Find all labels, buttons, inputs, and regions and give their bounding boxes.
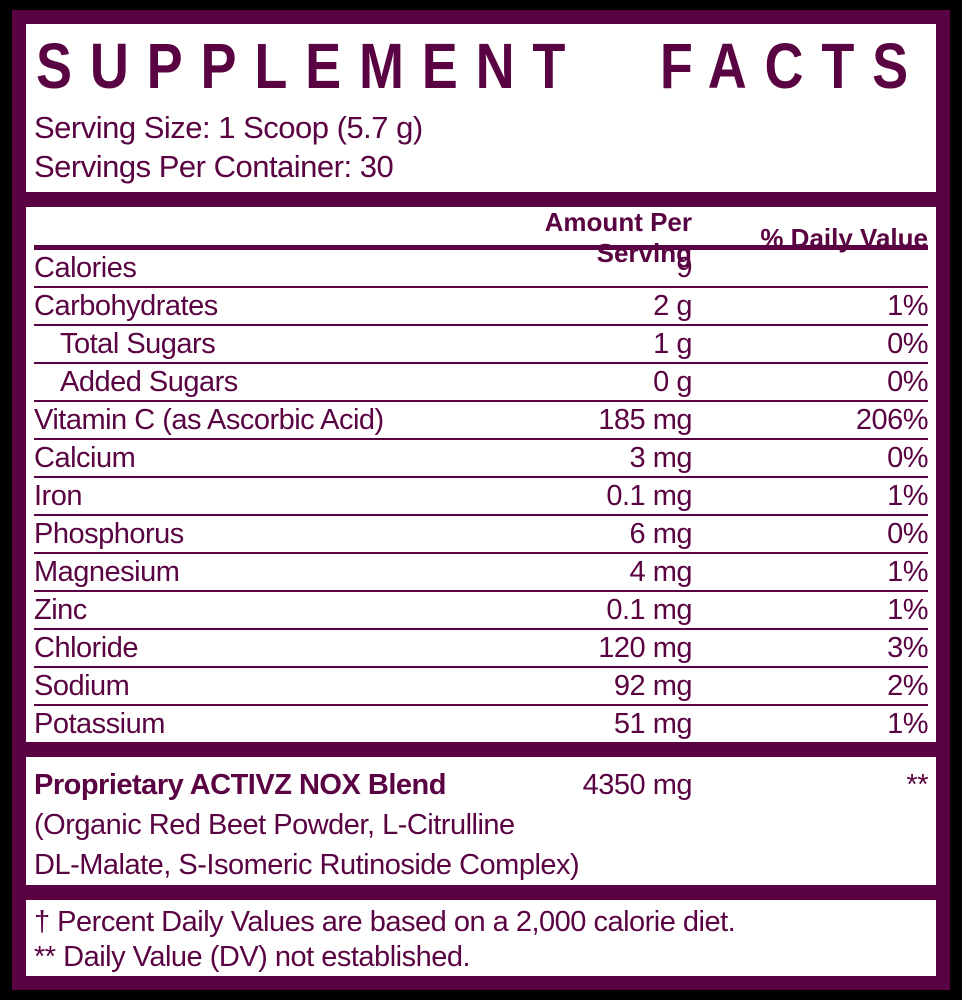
nutrient-daily-value: 1% [887, 707, 928, 740]
nutrient-name: Phosphorus [34, 517, 184, 550]
nutrient-daily-value: 1% [887, 289, 928, 322]
supplement-facts-label: SUPPLEMENT FACTS Serving Size: 1 Scoop (… [12, 10, 950, 990]
nutrient-name: Added Sugars [60, 365, 238, 398]
nutrient-daily-value: 0% [887, 441, 928, 474]
nutrient-name: Zinc [34, 593, 87, 626]
nutrient-daily-value: 0% [887, 327, 928, 360]
nutrient-name: Iron [34, 479, 82, 512]
nutrient-amount: 0.1 mg [606, 593, 692, 626]
nutrient-daily-value: 1% [887, 479, 928, 512]
table-row-vitamin-c: Vitamin C (as Ascorbic Acid) 185 mg 206% [34, 400, 929, 438]
proprietary-blend-section: Proprietary ACTIVZ NOX Blend 4350 mg ** … [26, 757, 936, 885]
nutrient-daily-value: 0% [887, 365, 928, 398]
blend-amount: 4350 mg [582, 769, 693, 801]
nutrient-amount: 0.1 mg [606, 479, 692, 512]
nutrient-amount: 2 g [653, 289, 692, 322]
nutrient-amount: 92 mg [613, 669, 693, 702]
nutrient-daily-value: 1% [887, 555, 928, 588]
table-row-phosphorus: Phosphorus 6 mg 0% [34, 514, 929, 552]
table-row-carbohydrates: Carbohydrates 2 g 1% [34, 286, 929, 324]
amount-per-serving-header: Amount Per Serving [544, 207, 692, 268]
nutrient-name: Chloride [34, 631, 139, 664]
nutrient-daily-value: 206% [855, 403, 929, 436]
nutrient-daily-value: 1% [887, 593, 928, 626]
daily-value-header: % Daily Value [760, 222, 928, 253]
footnotes-section: † Percent Daily Values are based on a 2,… [26, 900, 936, 976]
nutrient-table-section: Amount Per Serving % Daily Value Calorie… [26, 207, 936, 742]
nutrient-name: Potassium [34, 707, 165, 740]
nutrient-name: Calcium [34, 441, 136, 474]
nutrient-name: Magnesium [34, 555, 180, 588]
nutrient-name: Vitamin C (as Ascorbic Acid) [34, 403, 384, 436]
table-row-calories: Calories 9 [34, 250, 928, 286]
header-section: SUPPLEMENT FACTS Serving Size: 1 Scoop (… [26, 24, 936, 192]
nutrient-name: Total Sugars [60, 327, 216, 360]
servings-per-container-text: Servings Per Container: 30 [34, 149, 394, 184]
table-row-calcium: Calcium 3 mg 0% [34, 438, 929, 476]
blend-daily-value: ** [906, 769, 928, 801]
table-row-added-sugars: Added Sugars 0 g 0% [34, 362, 929, 400]
nutrient-amount: 4 mg [629, 555, 693, 588]
not-established-footnote: ** Daily Value (DV) not established. [34, 941, 471, 973]
nutrient-name: Carbohydrates [34, 289, 218, 322]
nutrient-amount: 0 g [653, 365, 692, 398]
nutrient-amount: 9 [676, 251, 692, 284]
serving-size-text: Serving Size: 1 Scoop (5.7 g) [34, 110, 423, 145]
table-row-total-sugars: Total Sugars 1 g 0% [34, 324, 929, 362]
title-word-supplement: SUPPLEMENT [36, 31, 584, 103]
nutrient-daily-value: 0% [887, 517, 928, 550]
nutrient-daily-value: 3% [887, 631, 928, 664]
table-row-chloride: Chloride 120 mg 3% [34, 628, 929, 666]
nutrient-amount: 6 mg [629, 517, 693, 550]
nutrient-daily-value: 2% [887, 669, 928, 702]
page-title: SUPPLEMENT FACTS [36, 32, 926, 103]
blend-name: Proprietary ACTIVZ NOX Blend [34, 769, 446, 801]
nutrient-amount: 51 mg [613, 707, 693, 740]
daily-value-footnote: † Percent Daily Values are based on a 2,… [34, 906, 736, 938]
table-row-magnesium: Magnesium 4 mg 1% [34, 552, 929, 590]
nutrient-name: Calories [34, 251, 137, 284]
nutrient-amount: 3 mg [629, 441, 693, 474]
title-word-facts: FACTS [659, 31, 926, 103]
nutrient-amount: 1 g [653, 327, 692, 360]
nutrient-amount: 185 mg [598, 403, 692, 436]
table-row-potassium: Potassium 51 mg 1% [34, 704, 929, 742]
blend-ingredients-line2: DL-Malate, S-Isomeric Rutinoside Complex… [34, 849, 580, 881]
blend-row: Proprietary ACTIVZ NOX Blend 4350 mg ** [34, 765, 929, 805]
nutrient-name: Sodium [34, 669, 130, 702]
table-row-iron: Iron 0.1 mg 1% [34, 476, 929, 514]
blend-ingredients-line1: (Organic Red Beet Powder, L-Citrulline [34, 809, 515, 841]
nutrient-amount: 120 mg [598, 631, 692, 664]
table-row-zinc: Zinc 0.1 mg 1% [34, 590, 929, 628]
table-row-sodium: Sodium 92 mg 2% [34, 666, 929, 704]
table-header-row: Amount Per Serving % Daily Value [34, 207, 928, 268]
